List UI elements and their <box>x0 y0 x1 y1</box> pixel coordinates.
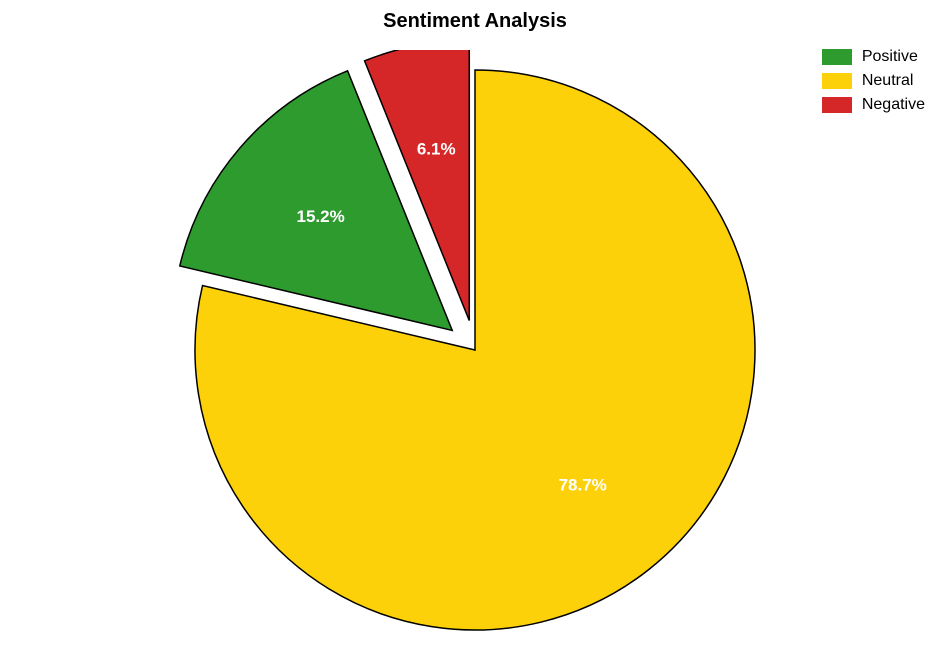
legend-label-neutral: Neutral <box>862 72 914 90</box>
legend-item-negative: Negative <box>822 96 925 114</box>
legend-item-positive: Positive <box>822 48 925 66</box>
legend-label-negative: Negative <box>862 96 925 114</box>
pie-chart-container: 78.7% 15.2% 6.1% <box>0 50 950 650</box>
pie-chart-svg: 78.7% 15.2% 6.1% <box>0 50 950 650</box>
legend-swatch-neutral <box>822 73 852 89</box>
chart-title: Sentiment Analysis <box>0 10 950 33</box>
legend-swatch-positive <box>822 49 852 65</box>
legend-item-neutral: Neutral <box>822 72 925 90</box>
legend-label-positive: Positive <box>862 48 918 66</box>
legend: Positive Neutral Negative <box>822 48 925 120</box>
slice-label-negative: 6.1% <box>417 140 456 159</box>
slice-label-neutral: 78.7% <box>559 476 607 495</box>
slice-label-positive: 15.2% <box>296 207 344 226</box>
legend-swatch-negative <box>822 97 852 113</box>
